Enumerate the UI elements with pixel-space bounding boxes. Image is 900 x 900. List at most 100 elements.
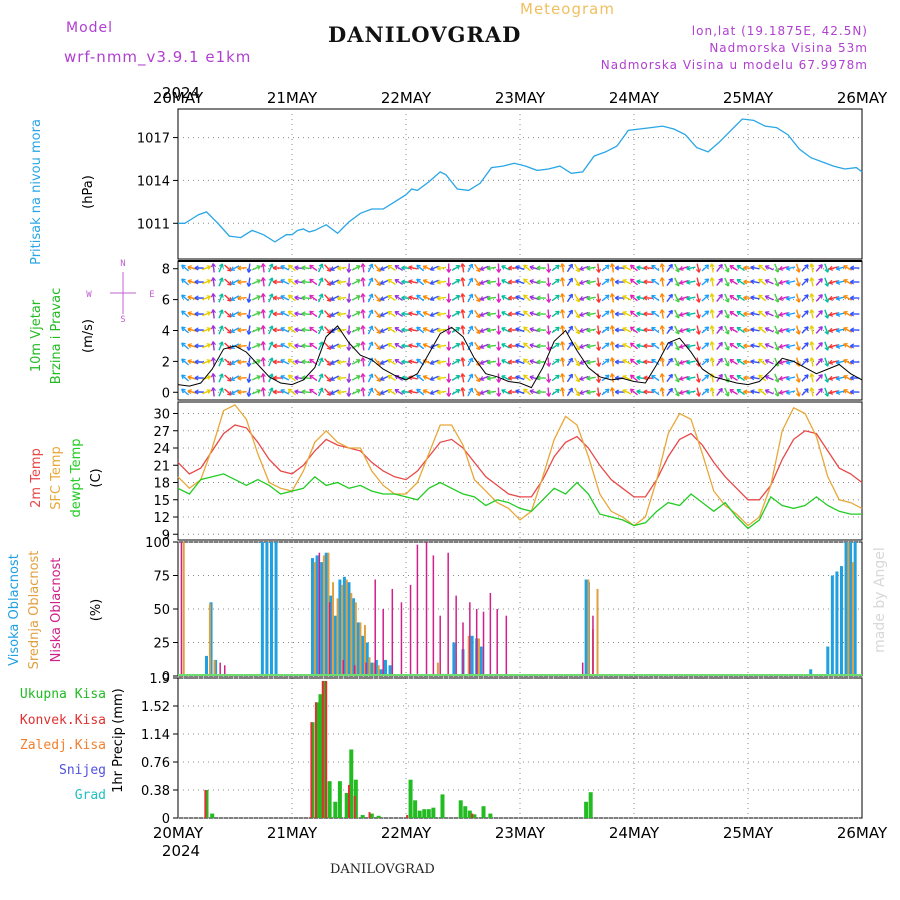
wind-arrowhead bbox=[758, 374, 763, 380]
wind-arrow bbox=[611, 293, 615, 303]
wind-arrowhead bbox=[835, 311, 841, 317]
wind-arrow bbox=[461, 357, 465, 367]
wind-arrowhead bbox=[622, 311, 627, 316]
wind-arrow bbox=[561, 341, 565, 351]
wind-arrow bbox=[301, 296, 311, 300]
precip-bar-1 bbox=[368, 812, 371, 818]
precip-bar-0 bbox=[353, 779, 358, 818]
wind-arrowhead bbox=[287, 326, 293, 332]
wind-arrow bbox=[416, 278, 425, 286]
wind-arrowhead bbox=[455, 294, 461, 300]
wind-arrowhead bbox=[380, 280, 385, 285]
wind-arrow bbox=[317, 293, 324, 303]
cloud-bar-2 bbox=[496, 609, 498, 676]
wind-arrow bbox=[661, 373, 664, 383]
wind-arrow bbox=[218, 293, 224, 303]
wind-arrow bbox=[597, 309, 600, 319]
wind-arrow bbox=[380, 265, 390, 271]
wind-arrow bbox=[437, 344, 447, 348]
wind-arrowhead bbox=[828, 311, 834, 317]
wind-arrow bbox=[630, 326, 638, 334]
wind-arrow bbox=[374, 388, 381, 396]
wind-arrow bbox=[566, 373, 573, 383]
wind-arrowhead bbox=[729, 327, 734, 332]
wind-arrow bbox=[696, 293, 700, 303]
watermark: made by Angel bbox=[872, 547, 888, 653]
wind-arrowhead bbox=[187, 311, 192, 317]
wind-arrowhead bbox=[508, 265, 513, 271]
wind-arrow bbox=[268, 309, 274, 319]
wind-arrowhead bbox=[778, 279, 784, 285]
wind-arrowhead bbox=[268, 341, 274, 346]
wind-arrowhead bbox=[778, 389, 784, 395]
wind-arrow bbox=[251, 389, 261, 395]
wind-arrowhead bbox=[659, 341, 665, 346]
wind-arrow bbox=[843, 265, 853, 271]
wind-arrow bbox=[661, 325, 664, 335]
wind-arrow bbox=[280, 265, 290, 271]
wind-arrowhead bbox=[828, 327, 834, 333]
wind-arrow bbox=[262, 325, 265, 335]
wind-arrow bbox=[601, 264, 610, 272]
cloud-bar-2 bbox=[482, 611, 485, 676]
cloud-bar-2 bbox=[592, 615, 594, 676]
wind-arrow bbox=[779, 296, 789, 300]
wind-arrowhead bbox=[268, 293, 274, 298]
wind-arrowhead bbox=[446, 362, 452, 367]
cloud-bar-1 bbox=[208, 603, 211, 676]
wind-arrow bbox=[251, 359, 261, 365]
wind-arrowhead bbox=[529, 343, 534, 349]
wind-arrow bbox=[651, 264, 660, 272]
wind-arrow bbox=[547, 357, 550, 367]
wind-arrowhead bbox=[835, 343, 841, 349]
wind-arrow bbox=[374, 358, 381, 366]
precip-bar-0 bbox=[315, 702, 320, 818]
wind-arrowhead bbox=[346, 346, 352, 351]
wind-arrow bbox=[579, 343, 589, 349]
xtick-label-top: 20MAY bbox=[153, 89, 204, 107]
wind-arrowhead bbox=[679, 389, 684, 395]
wind-arrowhead bbox=[729, 295, 734, 300]
wind-arrow bbox=[696, 277, 700, 287]
wind-arrow bbox=[317, 325, 324, 335]
wind-arrow bbox=[317, 357, 324, 367]
wind-arrow bbox=[810, 341, 814, 351]
wind-arrowhead bbox=[455, 264, 461, 270]
wind-arrow bbox=[729, 343, 738, 349]
wind-arrowhead bbox=[675, 267, 680, 273]
cloud-bar-0 bbox=[347, 582, 351, 676]
wind-arrowhead bbox=[256, 343, 261, 348]
wind-arrow bbox=[795, 341, 800, 351]
wind-arrow bbox=[280, 327, 290, 333]
wind-arrowhead bbox=[272, 311, 278, 317]
wind-arrowhead bbox=[824, 268, 830, 273]
wind-arrowhead bbox=[356, 375, 361, 380]
wind-arrowhead bbox=[668, 325, 673, 331]
wind-arrow bbox=[237, 360, 247, 364]
wind-arrowhead bbox=[468, 263, 474, 269]
wind-arrowhead bbox=[210, 309, 217, 314]
wind-arrowhead bbox=[824, 298, 830, 303]
wind-arrowhead bbox=[529, 265, 534, 271]
wind-arrow bbox=[716, 358, 723, 366]
xtick-label-top: 25MAY bbox=[723, 89, 774, 107]
wind-arrow bbox=[387, 342, 396, 350]
wind-arrowhead bbox=[764, 359, 770, 364]
wind-arrowhead bbox=[750, 265, 755, 271]
cloud-bar-0 bbox=[853, 542, 857, 676]
wind-arrowhead bbox=[555, 342, 560, 348]
cloud-unit: (%) bbox=[89, 599, 104, 622]
wind-arrow bbox=[394, 342, 404, 350]
wind-arrow bbox=[337, 328, 347, 332]
wind-arrow bbox=[251, 265, 261, 271]
wind-arrow bbox=[408, 390, 418, 394]
wind-arrowhead bbox=[436, 295, 442, 301]
wind-arrowhead bbox=[774, 298, 780, 303]
wind-arrowhead bbox=[210, 293, 217, 298]
wind-arrow bbox=[262, 293, 265, 303]
wind-arrow bbox=[408, 360, 418, 364]
wind-arrow bbox=[836, 376, 846, 380]
wind-arrow bbox=[181, 388, 190, 396]
wind-arrowhead bbox=[643, 389, 648, 395]
wind-arrow bbox=[486, 344, 497, 348]
